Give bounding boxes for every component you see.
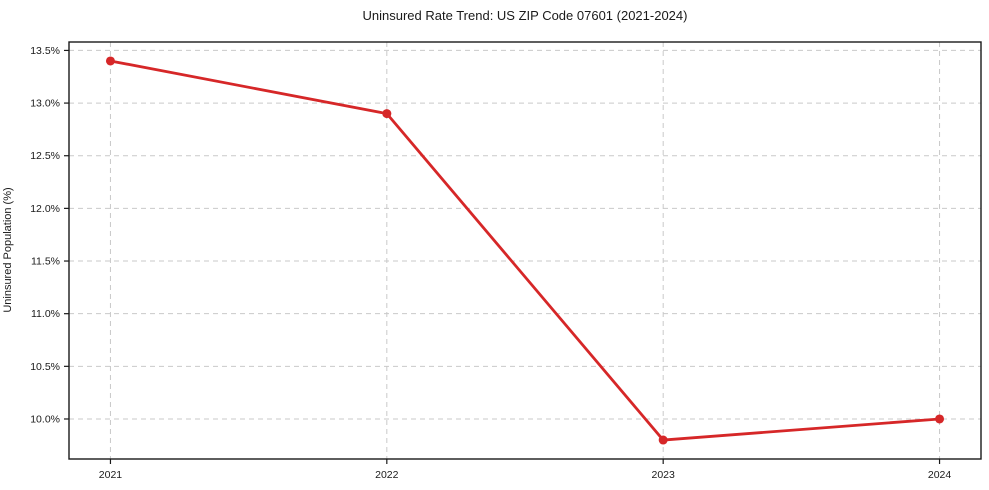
y-tick-label: 12.0% (30, 203, 60, 215)
x-tick-label: 2023 (652, 469, 676, 481)
y-tick-label: 12.5% (30, 150, 60, 162)
data-point-marker (658, 435, 668, 445)
x-tick-label: 2022 (375, 469, 399, 481)
plot-border (68, 41, 982, 460)
x-tick-label: 2024 (928, 469, 952, 481)
trend-line (109, 59, 941, 442)
chart-title: Uninsured Rate Trend: US ZIP Code 07601 … (362, 8, 688, 23)
x-tick-label: 2021 (99, 469, 123, 481)
y-tick-label: 10.5% (30, 361, 60, 373)
y-tick-label: 10.0% (30, 413, 60, 425)
data-point-marker (382, 109, 392, 119)
y-tick-label: 11.5% (31, 256, 60, 268)
data-point-marker (935, 414, 945, 424)
y-tick-label: 11.0% (31, 308, 60, 320)
data-point-marker (105, 56, 115, 66)
y-tick-label: 13.5% (30, 45, 60, 57)
y-tick-label: 13.0% (30, 98, 60, 110)
